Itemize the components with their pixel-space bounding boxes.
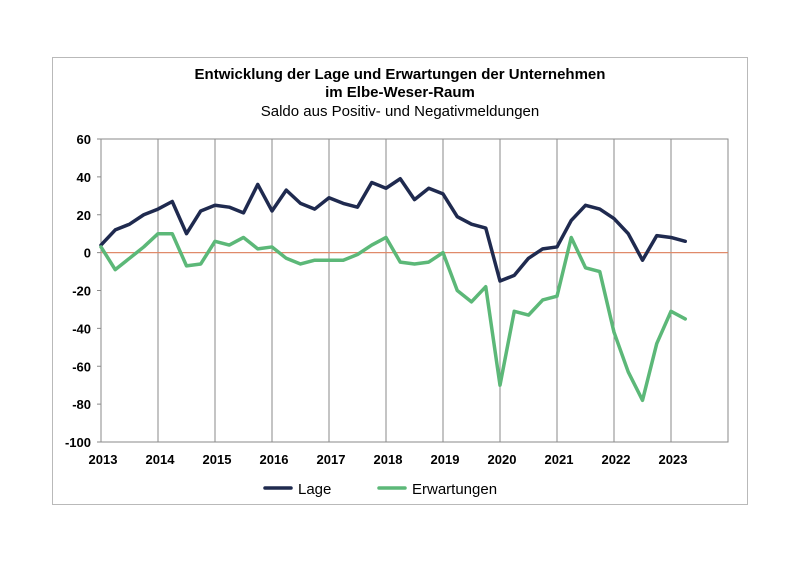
- x-tick-label: 2020: [488, 452, 517, 467]
- x-tick-label: 2014: [146, 452, 176, 467]
- x-tick-label: 2016: [260, 452, 289, 467]
- y-tick-label: 20: [77, 208, 91, 223]
- x-tick-label: 2022: [602, 452, 631, 467]
- y-tick-label: -20: [72, 284, 91, 299]
- x-tick-label: 2018: [374, 452, 403, 467]
- x-tick-label: 2017: [317, 452, 346, 467]
- chart-subtitle: Saldo aus Positiv- und Negativmeldungen: [260, 103, 540, 120]
- x-tick-label: 2015: [203, 452, 232, 467]
- x-tick-label: 2023: [659, 452, 688, 467]
- y-tick-label: 60: [77, 132, 91, 147]
- series-line-lage: [99, 177, 687, 283]
- y-tick-label: 40: [77, 170, 91, 185]
- x-tick-label: 2013: [89, 452, 118, 467]
- y-tick-label: -40: [72, 321, 91, 336]
- legend-label-lage: Lage: [298, 481, 331, 498]
- x-tick-label: 2021: [545, 452, 574, 467]
- plot-area: [100, 138, 729, 443]
- chart-frame: [52, 57, 748, 505]
- x-tick-label: 2019: [431, 452, 460, 467]
- chart-title-line2: im Elbe-Weser-Raum: [325, 84, 475, 101]
- y-tick-label: 0: [84, 246, 91, 261]
- chart-title: Entwicklung der Lage und Erwartungen der…: [194, 66, 606, 83]
- legend-label-erwartungen: Erwartungen: [412, 481, 497, 498]
- y-tick-label: -60: [72, 359, 91, 374]
- y-tick-label: -100: [65, 435, 91, 450]
- series-line-erwartungen: [99, 231, 687, 403]
- y-tick-label: -80: [72, 397, 91, 412]
